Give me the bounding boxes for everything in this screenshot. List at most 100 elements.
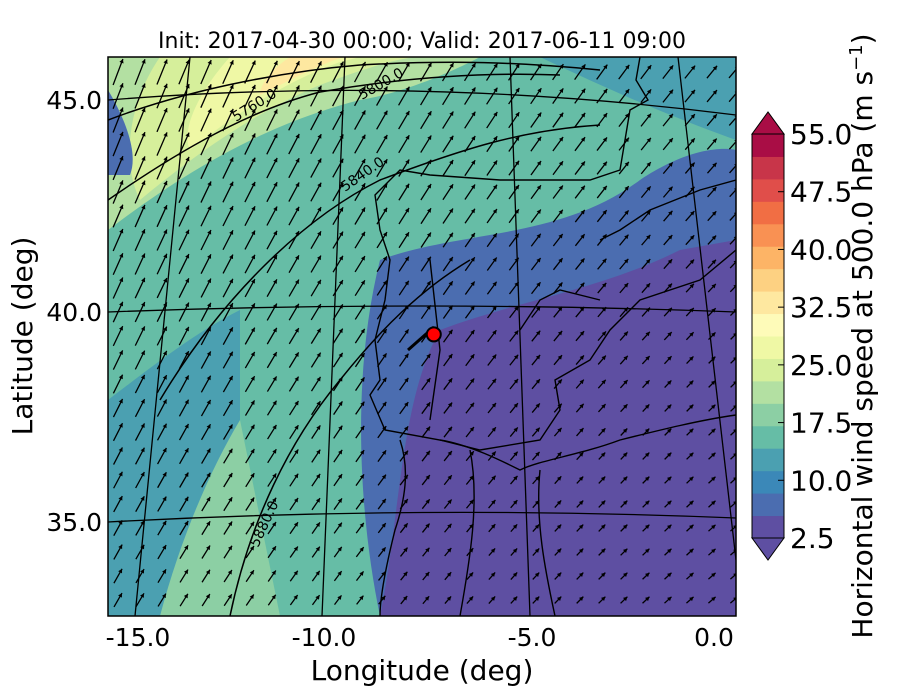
x-tick-label: -10.0 (292, 623, 357, 652)
wind-arrow (222, 302, 234, 322)
wind-arrow (134, 180, 146, 204)
wind-arrow (332, 279, 344, 297)
wind-arrow (553, 282, 563, 294)
wind-arrow (157, 496, 167, 512)
colorbar-tick-label: 32.5 (790, 291, 852, 324)
wind-arrow (685, 234, 695, 246)
wind-arrow (619, 306, 629, 318)
wind-arrow (419, 62, 433, 82)
wind-arrow (443, 402, 453, 414)
wind-arrow (706, 65, 718, 79)
wind-arrow (399, 377, 409, 391)
wind-arrow (444, 571, 452, 581)
colorbar-tick-label: 17.5 (790, 407, 852, 440)
wind-arrow (222, 327, 234, 345)
wind-arrow (662, 137, 674, 151)
wind-arrow (179, 496, 189, 512)
colorbar: 2.5 10.0 17.5 25.0 32.5 40.0 47.5 55.0 Horizont… (751, 33, 879, 639)
wind-arrow (420, 256, 432, 272)
wind-arrow (552, 257, 564, 271)
wind-arrow (464, 135, 476, 153)
wind-arrow (222, 132, 234, 156)
wind-arrow (200, 399, 212, 417)
wind-arrow (708, 452, 716, 460)
wind-arrow (267, 448, 277, 464)
colorbar-tick-label: 47.5 (790, 176, 852, 209)
wind-arrow (730, 333, 736, 340)
wind-arrow (684, 89, 696, 103)
wind-arrow (200, 278, 212, 298)
wind-arrow (532, 596, 540, 604)
wind-arrow (222, 254, 234, 274)
wind-arrow (554, 572, 562, 580)
wind-arrow (288, 279, 300, 297)
wind-arrow (664, 404, 672, 412)
wind-arrow (684, 137, 696, 151)
wind-arrow (376, 328, 388, 344)
wind-arrow (488, 499, 496, 509)
wind-arrow (487, 402, 497, 414)
wind-arrow (576, 596, 584, 604)
colorbar-band (752, 268, 784, 292)
wind-arrow (333, 401, 343, 415)
wind-arrow (531, 403, 541, 413)
wind-arrow (640, 88, 652, 104)
colorbar-frame (751, 133, 785, 539)
wind-arrow (397, 62, 411, 82)
colorbar-band (752, 156, 784, 180)
wind-arrow (486, 160, 498, 176)
wind-arrow (686, 596, 694, 604)
wind-arrow (310, 376, 322, 392)
wind-arrow (508, 257, 520, 271)
wind-arrow (135, 544, 145, 560)
wind-arrow (509, 378, 519, 390)
wind-arrow (400, 595, 408, 605)
wind-arrow (509, 402, 519, 414)
wind-arrow (223, 496, 233, 512)
wind-arrow (576, 427, 584, 437)
wind-arrow (134, 423, 146, 441)
wind-arrow (266, 254, 278, 274)
wind-arrow (487, 305, 497, 319)
colorbar-band (752, 178, 784, 202)
wind-arrow (356, 595, 364, 605)
wind-arrow (134, 253, 146, 275)
wind-arrow (223, 472, 233, 488)
wind-arrow (685, 259, 695, 269)
wind-arrow (310, 352, 322, 368)
wind-arrow (598, 572, 606, 580)
wind-arrow (465, 475, 475, 485)
wind-arrow (200, 302, 212, 322)
wind-arrow (708, 404, 716, 412)
wind-arrow (156, 156, 168, 180)
colorbar-band (752, 403, 784, 427)
wind-arrow (222, 424, 234, 440)
wind-arrow (222, 181, 234, 203)
wind-arrow (531, 330, 541, 342)
wind-arrow (289, 497, 299, 511)
wind-arrow (332, 85, 344, 107)
wind-arrow (311, 400, 321, 416)
wind-arrow (486, 257, 498, 271)
wind-arrow (707, 210, 717, 222)
wind-arrow (422, 595, 430, 605)
wind-arrow (552, 63, 564, 81)
wind-arrow (641, 307, 651, 317)
wind-arrow (574, 233, 586, 247)
wind-arrow (662, 186, 674, 198)
wind-arrow (376, 110, 388, 130)
wind-arrow (244, 303, 256, 321)
wind-arrow (244, 278, 256, 298)
wind-arrow (377, 377, 387, 391)
wind-arrow (596, 64, 608, 80)
wind-arrow (178, 108, 190, 132)
wind-arrow (442, 329, 454, 343)
wind-arrow (156, 326, 168, 346)
wind-arrow (552, 233, 564, 247)
wind-arrow (267, 521, 277, 535)
wind-arrow (641, 234, 651, 246)
wind-arrow (244, 60, 256, 84)
wind-arrow (156, 107, 168, 133)
wind-arrow (156, 423, 168, 441)
wind-arrow (310, 182, 322, 202)
